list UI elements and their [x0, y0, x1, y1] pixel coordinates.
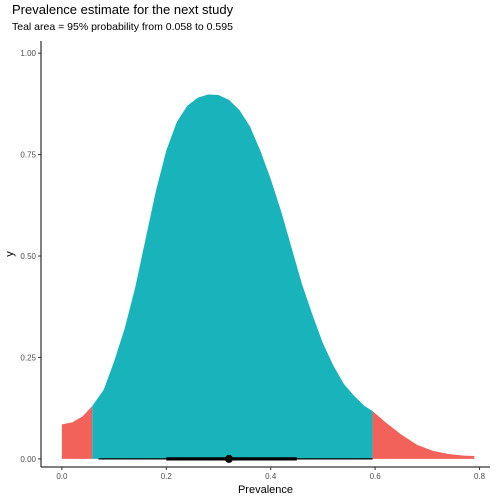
y-tick-label: 0.00	[20, 455, 36, 464]
x-axis-title: Prevalence	[238, 484, 293, 496]
point-estimate	[224, 454, 233, 463]
y-tick-label: 0.50	[20, 252, 36, 261]
y-axis-title: y	[4, 251, 16, 257]
x-tick-label: 0.4	[265, 472, 277, 481]
x-tick-label: 0.6	[370, 472, 382, 481]
chart-subtitle: Teal area = 95% probability from 0.058 t…	[12, 21, 233, 33]
credible-interval-area	[92, 94, 373, 459]
y-tick-label: 0.25	[20, 353, 36, 362]
x-tick-label: 0.8	[474, 472, 486, 481]
chart-title: Prevalence estimate for the next study	[12, 2, 234, 17]
lower-tail-area	[61, 406, 93, 459]
x-tick-label: 0.0	[56, 472, 68, 481]
upper-tail-area	[372, 411, 475, 459]
x-tick-label: 0.2	[161, 472, 173, 481]
y-tick-label: 0.75	[20, 151, 36, 160]
y-tick-label: 1.00	[20, 49, 36, 58]
